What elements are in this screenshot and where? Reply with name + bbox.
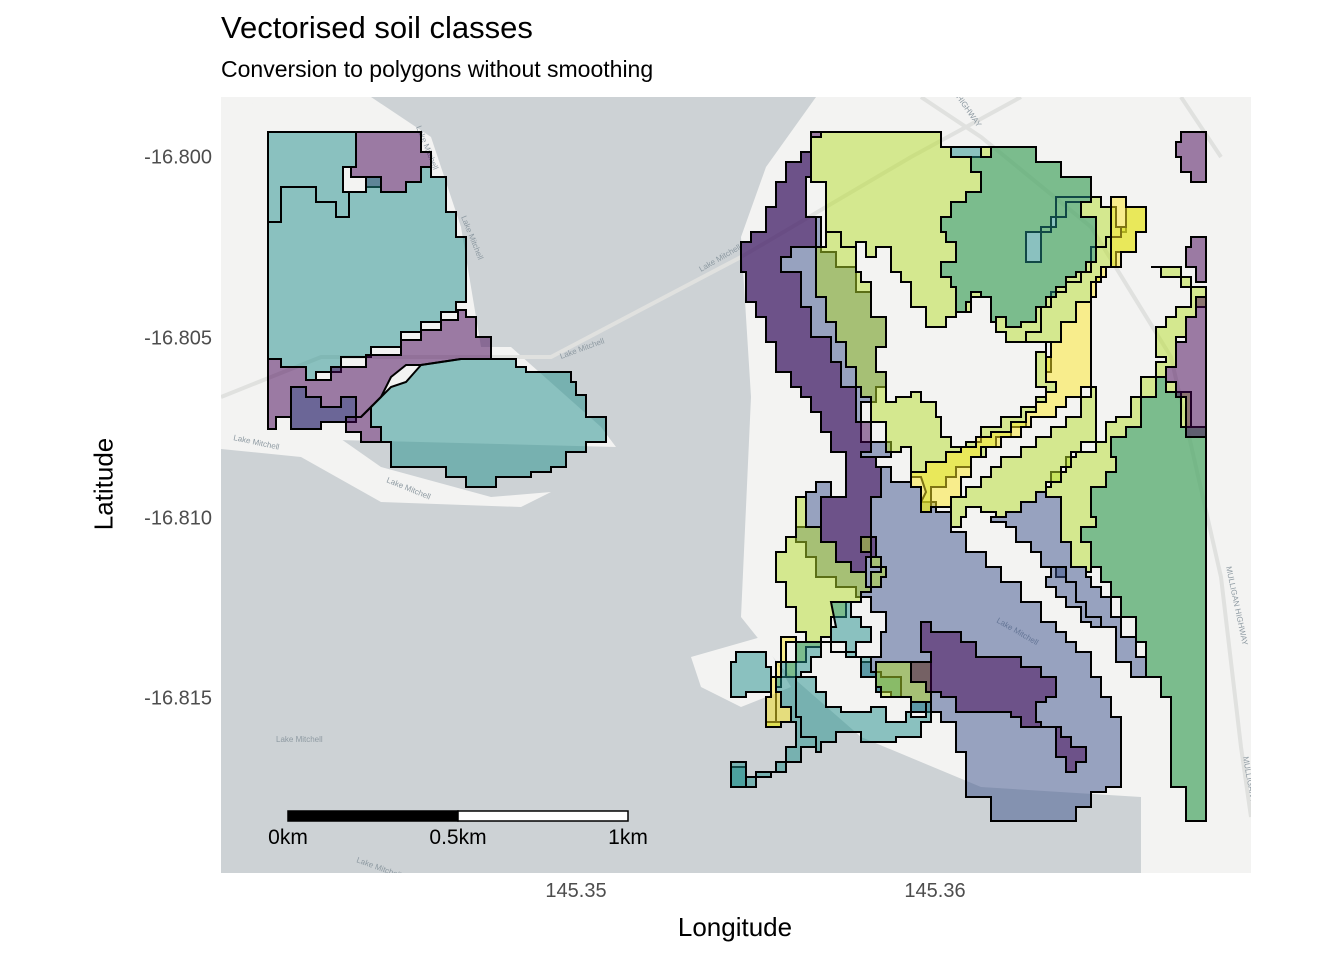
soil-class-3-polygon bbox=[795, 676, 932, 753]
soil-class-1-polygon bbox=[1175, 131, 1207, 183]
scale-bar-label: 0km bbox=[268, 826, 308, 849]
soil-class-1-polygon bbox=[1185, 236, 1207, 283]
y-tick-label: -16.810 bbox=[144, 507, 212, 530]
soil-class-1-polygon bbox=[345, 404, 382, 443]
map-subtitle: Conversion to polygons without smoothing bbox=[221, 56, 654, 82]
soil-class-2-polygon bbox=[1045, 566, 1102, 628]
soil-polygons-west bbox=[267, 131, 607, 488]
soil-class-3-polygon bbox=[730, 761, 747, 788]
soil-class-1-polygon bbox=[910, 621, 1087, 773]
x-tick-label: 145.36 bbox=[904, 880, 966, 902]
scale-bar-label: 1km bbox=[608, 826, 648, 849]
place-label: Lake Mitchell bbox=[276, 735, 323, 744]
soil-polygons-east bbox=[730, 131, 1207, 822]
map-title: Vectorised soil classes bbox=[221, 10, 533, 45]
y-tick-label: -16.800 bbox=[144, 146, 212, 169]
soil-class-1-polygon bbox=[1165, 296, 1207, 438]
map-panel[interactable]: Lake Mitchell Lake Mitchell Lake Mitchel… bbox=[221, 97, 1251, 873]
scale-bar-label: 0.5km bbox=[429, 826, 487, 849]
y-axis-label: Latitude bbox=[88, 437, 119, 531]
scale-bar bbox=[287, 810, 629, 822]
soil-class-5-polygon bbox=[950, 386, 1097, 528]
soil-class-3-polygon bbox=[730, 651, 772, 698]
y-tick-label: -16.805 bbox=[144, 327, 212, 350]
soil-class-2-polygon bbox=[990, 491, 1147, 678]
soil-class-3-polygon bbox=[829, 601, 872, 653]
x-axis-label: Longitude bbox=[677, 912, 793, 942]
soil-class-2-polygon bbox=[290, 386, 357, 430]
soil-class-6-polygon bbox=[910, 196, 1147, 513]
soil-class-3-polygon bbox=[267, 166, 467, 381]
scale-bar-white-segment bbox=[457, 810, 629, 822]
x-tick-label: 145.35 bbox=[545, 880, 607, 902]
soil-class-3-polygon bbox=[940, 146, 1097, 328]
scale-bar-black-segment bbox=[287, 810, 459, 822]
y-tick-label: -16.815 bbox=[144, 687, 212, 710]
